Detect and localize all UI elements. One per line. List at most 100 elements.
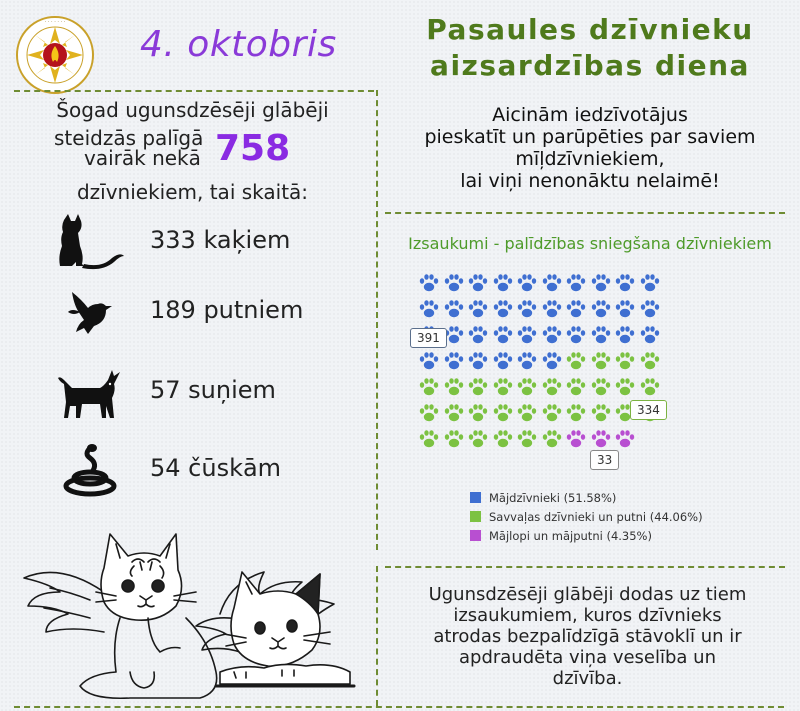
appeal-line-1: Aicinām iedzīvotājus — [492, 104, 688, 126]
paw-icon-pets — [565, 272, 587, 294]
paw-icon-pets — [492, 350, 514, 372]
paw-icon-pets — [516, 272, 538, 294]
legend-label-livestock: Mājlopi un mājputni (4.35%) — [489, 529, 652, 543]
legend-label-pets: Mājdzīvnieki (51.58%) — [489, 491, 617, 505]
paw-icon-pets — [443, 298, 465, 320]
paw-icon-wild — [541, 428, 563, 450]
paw-icon-wild — [492, 428, 514, 450]
closing-line-4: apdraudēta viņa veselība un — [458, 647, 717, 668]
date-heading: 4. oktobris — [140, 24, 337, 65]
svg-text:· · · · · · ·: · · · · · · · — [45, 19, 66, 25]
angel-cats-illustration — [20, 522, 365, 702]
paw-icon-wild — [590, 376, 612, 398]
paw-pictogram-chart: 391 334 33 — [410, 272, 748, 482]
stat-row-snakes: 54 čūskām — [50, 440, 370, 500]
snake-icon — [50, 440, 130, 500]
paw-icon-wild — [516, 402, 538, 424]
legend-swatch-wild — [470, 511, 481, 522]
paw-icon-pets — [541, 350, 563, 372]
divider-vertical — [376, 90, 378, 550]
bird-icon — [50, 282, 130, 342]
data-label-wild: 334 — [630, 400, 667, 420]
paw-icon-pets — [418, 350, 440, 372]
paw-icon-wild — [614, 376, 636, 398]
paw-icon-wild — [639, 376, 661, 398]
paw-icon-wild — [590, 350, 612, 372]
paw-icon-wild — [639, 350, 661, 372]
paw-icon-pets — [467, 272, 489, 294]
paw-icon-pets — [516, 298, 538, 320]
paw-icon-pets — [590, 298, 612, 320]
closing-line-5: dzīvība. — [552, 668, 623, 689]
closing-line-3: atrodas bezpalīdzīgā stāvoklī un ir — [433, 626, 742, 647]
paw-icon-pets — [614, 272, 636, 294]
stat-cats-label: 333 kaķiem — [150, 226, 291, 254]
intro-line-3: vairāk nekā — [84, 146, 201, 170]
paw-icon-wild — [492, 376, 514, 398]
legend-swatch-pets — [470, 492, 481, 503]
paw-icon-pets — [418, 298, 440, 320]
intro-line-2: steidzās palīgā — [54, 126, 204, 150]
paw-icon-pets — [492, 272, 514, 294]
paw-icon-wild — [565, 402, 587, 424]
paw-icon-pets — [418, 272, 440, 294]
page-title: Pasaules dzīvnieku aizsardzības diena — [395, 12, 785, 84]
paw-icon-wild — [443, 376, 465, 398]
paw-icon-livestock — [590, 428, 612, 450]
divider-right-1 — [385, 212, 785, 214]
paw-icon-wild — [443, 428, 465, 450]
title-line-2: aizsardzības diena — [430, 49, 750, 82]
data-label-pets: 391 — [410, 328, 447, 348]
legend-item-wild: Savvaļas dzīvnieki un putni (44.06%) — [470, 508, 703, 527]
paw-icon-pets — [541, 324, 563, 346]
paw-icon-pets — [443, 324, 465, 346]
paw-icon-pets — [467, 324, 489, 346]
paw-icon-pets — [639, 272, 661, 294]
paw-icon-pets — [443, 350, 465, 372]
paw-icon-wild — [418, 376, 440, 398]
paw-icon-livestock — [614, 428, 636, 450]
paw-icon-pets — [492, 324, 514, 346]
paw-icon-wild — [516, 428, 538, 450]
stat-row-dogs: 57 suņiem — [50, 362, 370, 422]
stat-birds-label: 189 putniem — [150, 296, 304, 324]
cat-icon — [50, 212, 130, 272]
paw-icon-pets — [590, 324, 612, 346]
paw-icon-pets — [492, 298, 514, 320]
paw-icon-wild — [467, 402, 489, 424]
stat-dogs-label: 57 suņiem — [150, 376, 276, 404]
paw-icon-wild — [614, 350, 636, 372]
stat-row-birds: 189 putniem — [50, 282, 370, 342]
paw-icon-wild — [541, 402, 563, 424]
divider-bottom — [14, 706, 784, 708]
paw-icon-pets — [516, 324, 538, 346]
paw-icon-wild — [467, 428, 489, 450]
legend-swatch-livestock — [470, 530, 481, 541]
appeal-line-3: mīļdzīvniekiem, — [515, 148, 665, 170]
paw-icon-pets — [541, 272, 563, 294]
paw-icon-wild — [443, 402, 465, 424]
paw-icon-livestock — [565, 428, 587, 450]
appeal-text: Aicinām iedzīvotājus pieskatīt un parūpē… — [390, 104, 790, 192]
divider-top-left — [14, 90, 374, 92]
chart-legend: Mājdzīvnieki (51.58%) Savvaļas dzīvnieki… — [470, 489, 703, 546]
legend-item-livestock: Mājlopi un mājputni (4.35%) — [470, 527, 703, 546]
paw-icon-pets — [590, 272, 612, 294]
stat-row-cats: 333 kaķiem — [50, 212, 370, 272]
paw-icon-pets — [614, 298, 636, 320]
paw-icon-wild — [492, 402, 514, 424]
intro-line-4: dzīvniekiem, tai skaitā: — [76, 180, 309, 204]
closing-line-2: izsaukumiem, kuros dzīvnieks — [453, 605, 722, 626]
paw-icon-pets — [639, 324, 661, 346]
paw-icon-pets — [541, 298, 563, 320]
paw-icon-pets — [467, 298, 489, 320]
divider-vertical-bottom — [376, 566, 378, 706]
paw-icon-pets — [614, 324, 636, 346]
paw-icon-pets — [516, 350, 538, 372]
dog-icon — [50, 362, 130, 422]
paw-icon-wild — [565, 350, 587, 372]
paw-icon-wild — [590, 402, 612, 424]
appeal-line-2: pieskatīt un parūpēties par saviem — [424, 126, 756, 148]
closing-text: Ugunsdzēsēji glābēji dodas uz tiem izsau… — [395, 584, 780, 689]
legend-label-wild: Savvaļas dzīvnieki un putni (44.06%) — [489, 510, 703, 524]
